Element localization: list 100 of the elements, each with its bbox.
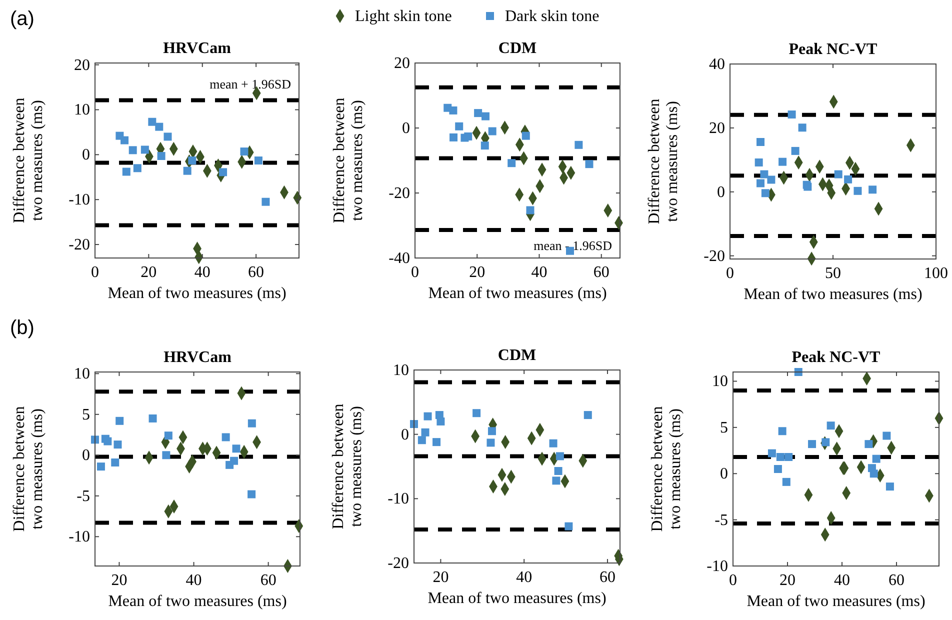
point xyxy=(774,465,782,473)
point xyxy=(761,189,770,198)
point xyxy=(450,133,458,142)
point xyxy=(472,409,481,418)
point xyxy=(508,159,516,168)
x-tick-label: 40 xyxy=(834,572,850,589)
y-tick-label: 5 xyxy=(720,419,728,436)
x-axis-title: Mean of two measures (ms) xyxy=(108,593,287,610)
point xyxy=(556,452,564,460)
x-tick-label: 60 xyxy=(260,572,276,589)
y-axis-title: Difference between two measures (ms) xyxy=(11,98,46,224)
y-tick-label: 10 xyxy=(393,362,409,379)
y-tick-label: 0 xyxy=(82,447,90,464)
point xyxy=(157,152,166,160)
x-tick-label: 100 xyxy=(924,265,948,282)
y-tick-label: -10 xyxy=(388,490,409,508)
point xyxy=(822,438,830,446)
ref-line-label: mean + 1.96SD xyxy=(210,76,291,92)
y-tick-label: 10 xyxy=(74,102,90,119)
point xyxy=(886,482,894,491)
point xyxy=(488,427,496,436)
y-tick-label: 0 xyxy=(82,146,90,164)
point xyxy=(449,106,458,114)
point xyxy=(584,411,592,420)
point xyxy=(870,470,878,478)
chart-title: HRVCam xyxy=(164,349,232,366)
point xyxy=(798,124,806,132)
text: (b) xyxy=(10,317,34,339)
point xyxy=(183,166,192,175)
point xyxy=(122,168,130,176)
y-tick-label: 40 xyxy=(709,56,725,73)
legend-label: Dark skin tone xyxy=(505,8,600,25)
x-tick-label: 40 xyxy=(516,569,532,586)
point xyxy=(421,428,430,436)
x-tick-label: 20 xyxy=(140,264,157,281)
x-axis-title: Mean of two measures (ms) xyxy=(428,590,606,607)
point xyxy=(872,454,880,463)
y-axis-title: Difference between two measures (ms) xyxy=(11,406,46,532)
y-tick-label: 0 xyxy=(720,466,728,483)
y-tick-label: -20 xyxy=(388,555,409,572)
point xyxy=(834,170,842,178)
point xyxy=(791,146,800,155)
point xyxy=(782,478,790,486)
point xyxy=(148,118,156,126)
point xyxy=(96,462,105,471)
legend-label: Light skin tone xyxy=(355,8,452,25)
x-tick-label: 60 xyxy=(248,264,264,281)
point xyxy=(566,246,574,255)
point xyxy=(522,132,530,140)
point xyxy=(868,186,877,194)
point xyxy=(188,156,196,164)
point xyxy=(486,438,495,447)
point xyxy=(574,140,583,149)
y-axis-title: Difference between two measures (ms) xyxy=(646,98,681,224)
point xyxy=(164,132,172,141)
chart-title: HRVCam xyxy=(163,40,232,57)
chart-title: CDM xyxy=(498,347,536,364)
point xyxy=(844,175,852,184)
y-tick-label: 10 xyxy=(712,373,728,390)
x-tick-label: 60 xyxy=(593,264,610,281)
y-tick-label: 20 xyxy=(394,55,410,72)
x-tick-label: 20 xyxy=(779,572,796,589)
point xyxy=(140,146,149,154)
point xyxy=(232,444,240,453)
point xyxy=(488,127,496,136)
point xyxy=(474,109,482,118)
chart-title: CDM xyxy=(498,40,537,57)
point xyxy=(480,142,489,150)
point xyxy=(788,110,796,119)
y-tick-label: -20 xyxy=(388,185,410,202)
point xyxy=(120,136,129,144)
x-tick-label: 40 xyxy=(194,264,210,281)
y-tick-label: 0 xyxy=(402,120,410,137)
point xyxy=(882,432,891,440)
y-axis-title: Difference between two measures (ms) xyxy=(330,404,365,530)
x-tick-label: 20 xyxy=(111,572,128,589)
y-tick-label: -5 xyxy=(714,512,728,529)
x-tick-label: 60 xyxy=(888,572,904,589)
point xyxy=(784,452,793,461)
point xyxy=(436,417,445,426)
y-tick-label: -40 xyxy=(388,250,410,267)
y-axis-title: Difference between two measures (ms) xyxy=(649,406,684,532)
point xyxy=(155,122,164,131)
point xyxy=(162,451,170,460)
point xyxy=(128,146,137,154)
y-tick-label: -20 xyxy=(68,236,90,254)
point xyxy=(778,427,786,436)
y-tick-label: 5 xyxy=(82,406,90,424)
point xyxy=(526,206,534,214)
point xyxy=(549,439,558,448)
y-axis-title: Difference between two measures (ms) xyxy=(331,98,366,224)
point xyxy=(754,158,763,166)
y-tick-label: -20 xyxy=(704,248,725,265)
y-tick-label: 0 xyxy=(717,184,725,201)
y-tick-label: 10 xyxy=(74,366,90,383)
point xyxy=(133,164,142,172)
point xyxy=(111,458,120,466)
point xyxy=(262,198,270,206)
point xyxy=(864,440,873,448)
point xyxy=(219,168,228,176)
